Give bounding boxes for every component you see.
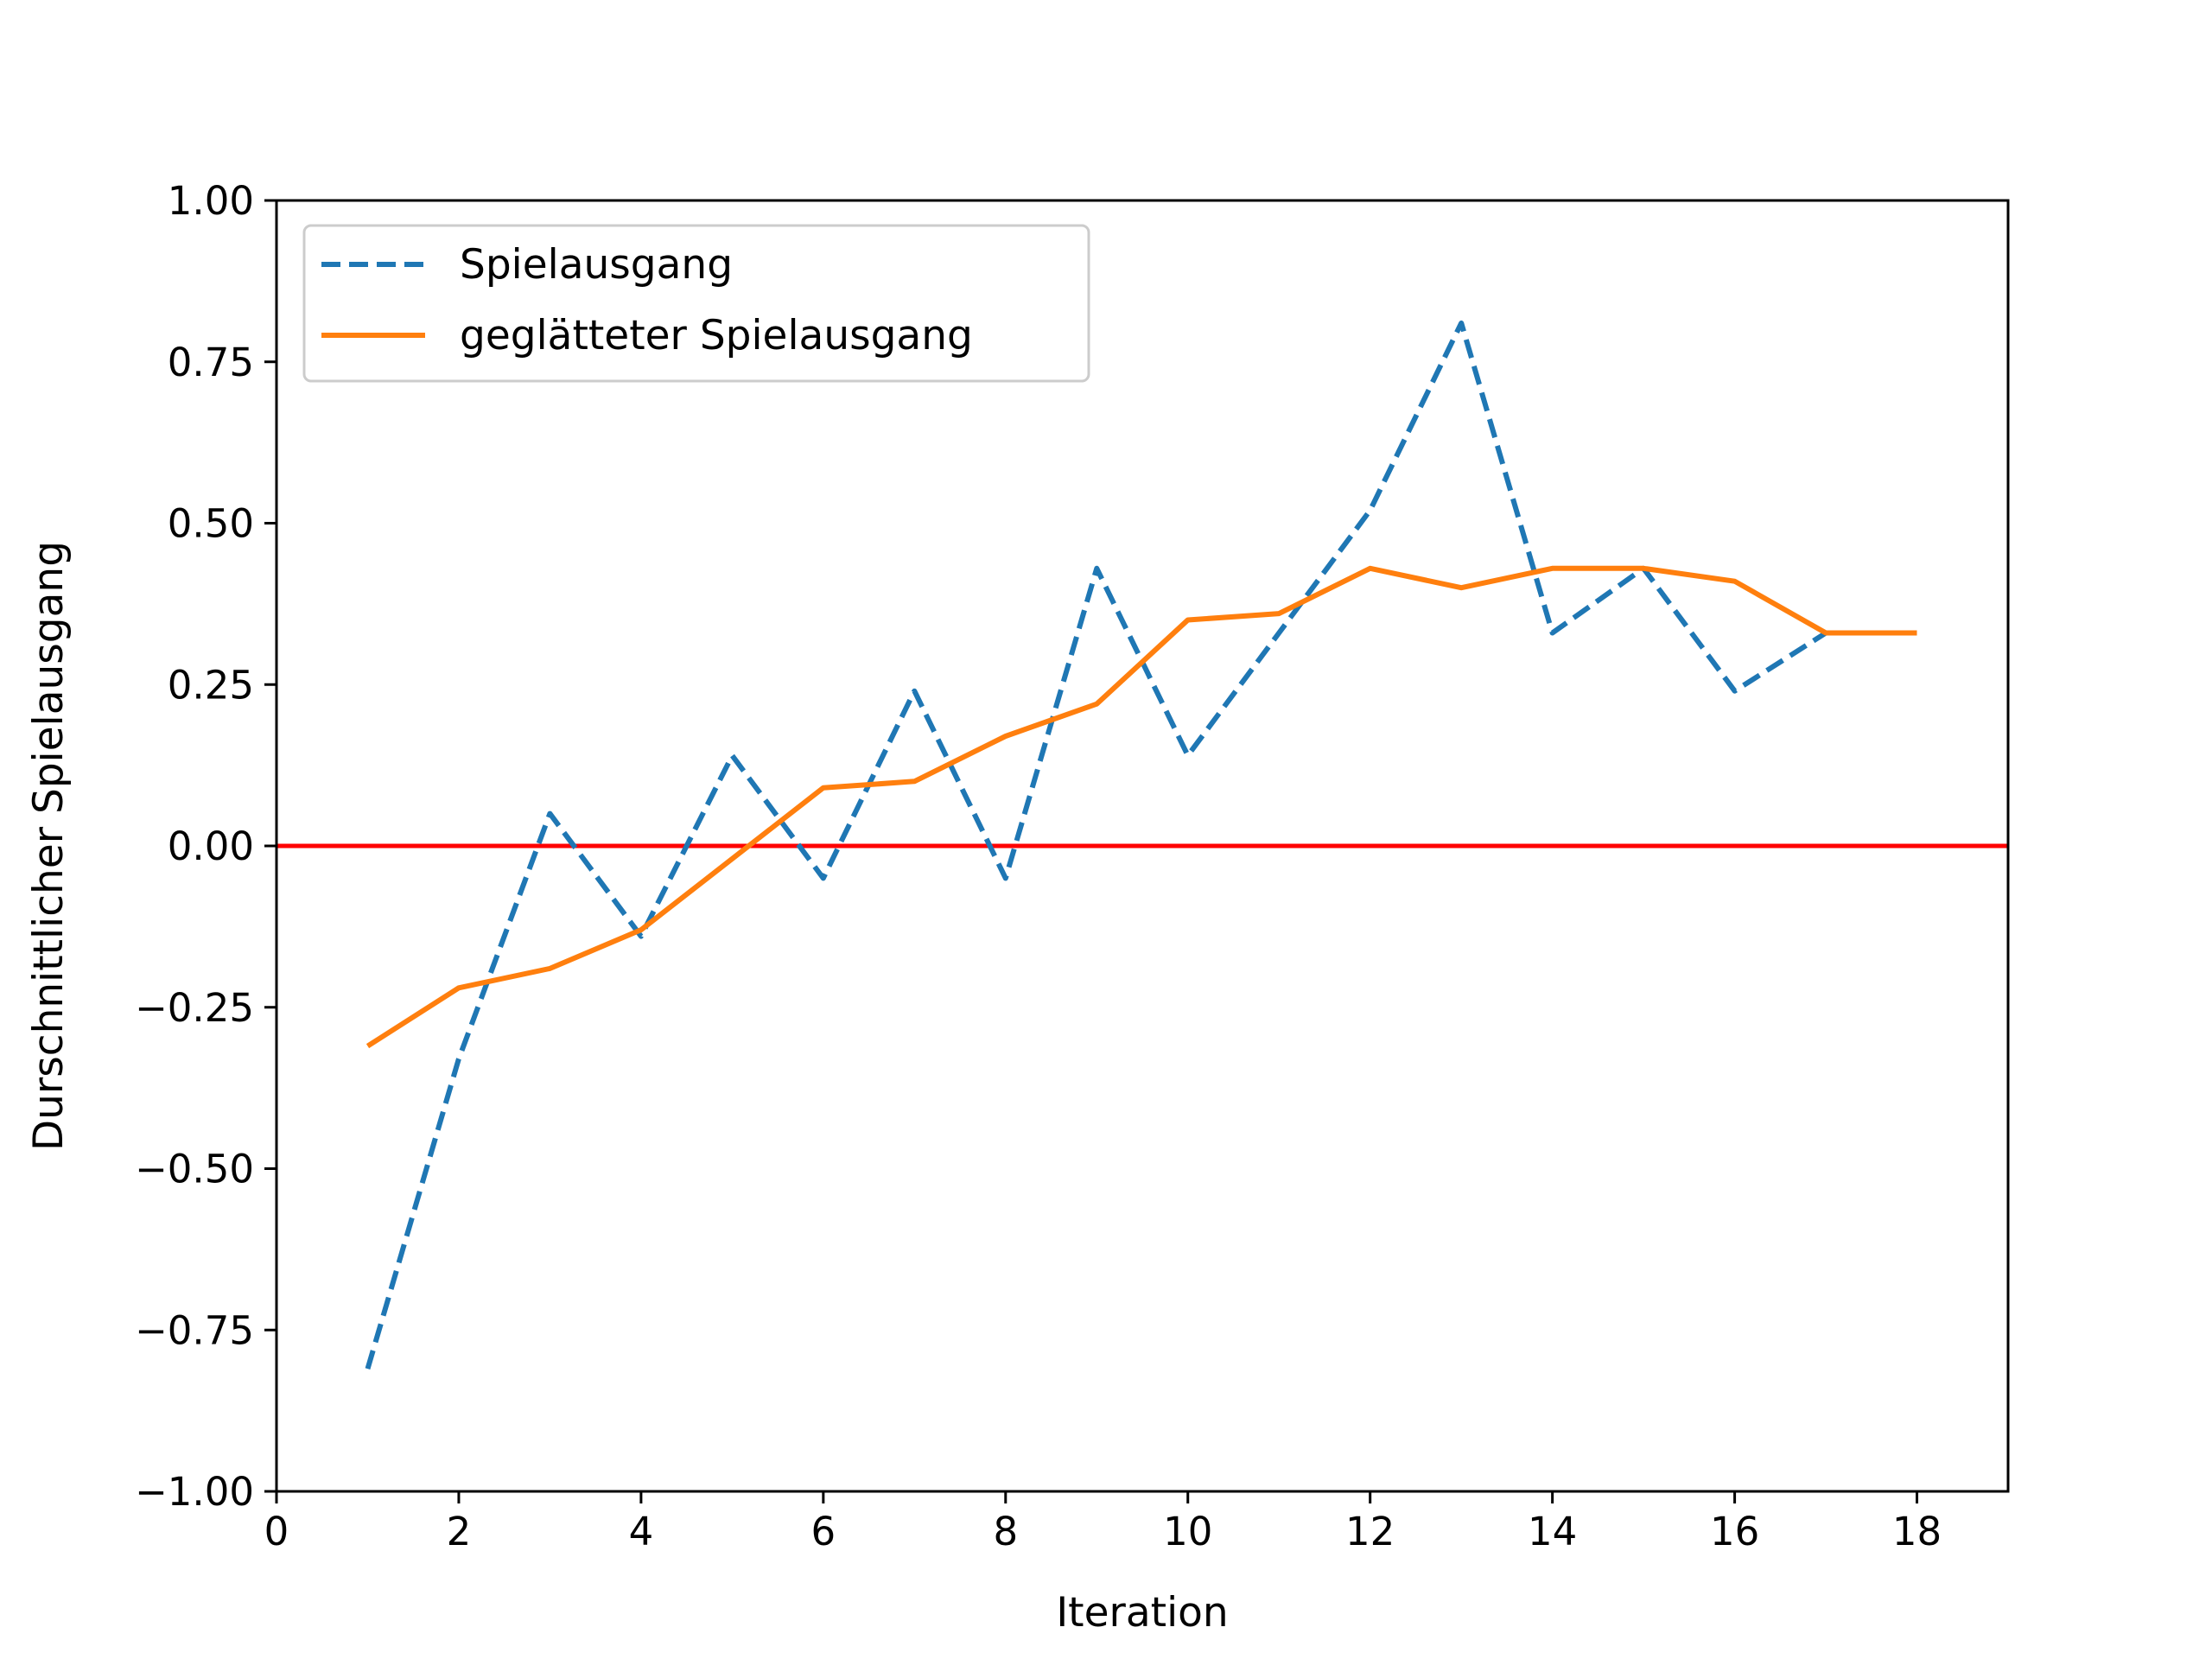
- x-tick-label: 14: [1528, 1509, 1577, 1554]
- x-axis-title: Iteration: [1056, 1589, 1228, 1637]
- y-tick-label: −0.25: [135, 985, 254, 1031]
- legend-box: [302, 224, 1090, 383]
- x-tick-label: 12: [1345, 1509, 1395, 1554]
- y-axis-title: Durschnittlicher Spielausgang: [25, 541, 73, 1151]
- y-axis-ticks: 1.00 0.75 0.50 0.25 0.00 −0.25 −0.50 −0.75 −1.00: [135, 178, 276, 1515]
- y-tick-label: −1.00: [135, 1469, 254, 1515]
- x-tick-label: 6: [811, 1509, 836, 1554]
- y-tick-label: 0.00: [168, 823, 254, 869]
- y-tick-label: 0.25: [168, 662, 254, 708]
- series-line-geglaetteter-spielausgang: [365, 565, 1917, 1049]
- y-tick-label: −0.75: [135, 1307, 254, 1353]
- x-tick-label: 4: [629, 1509, 654, 1554]
- y-tick-label: 0.75: [168, 340, 254, 385]
- x-axis-ticks: 0 2 4 6 8 10 12 14 16 18: [264, 1491, 1942, 1554]
- y-tick-label: 0.50: [168, 501, 254, 547]
- y-tick-label: 1.00: [168, 178, 254, 224]
- x-tick-label: 18: [1892, 1509, 1942, 1554]
- x-tick-label: 0: [264, 1509, 289, 1554]
- x-tick-label: 2: [447, 1509, 472, 1554]
- legend-label-geglaetteter-spielausgang: geglätteter Spielausgang: [460, 312, 973, 359]
- x-tick-label: 16: [1710, 1509, 1759, 1554]
- x-tick-label: 8: [993, 1509, 1018, 1554]
- x-tick-label: 10: [1163, 1509, 1212, 1554]
- y-tick-label: −0.50: [135, 1147, 254, 1192]
- series-layer: [276, 320, 2008, 1370]
- legend-label-spielausgang: Spielausgang: [460, 241, 733, 289]
- legend: Spielausgang geglätteter Spielausgang: [302, 224, 1090, 383]
